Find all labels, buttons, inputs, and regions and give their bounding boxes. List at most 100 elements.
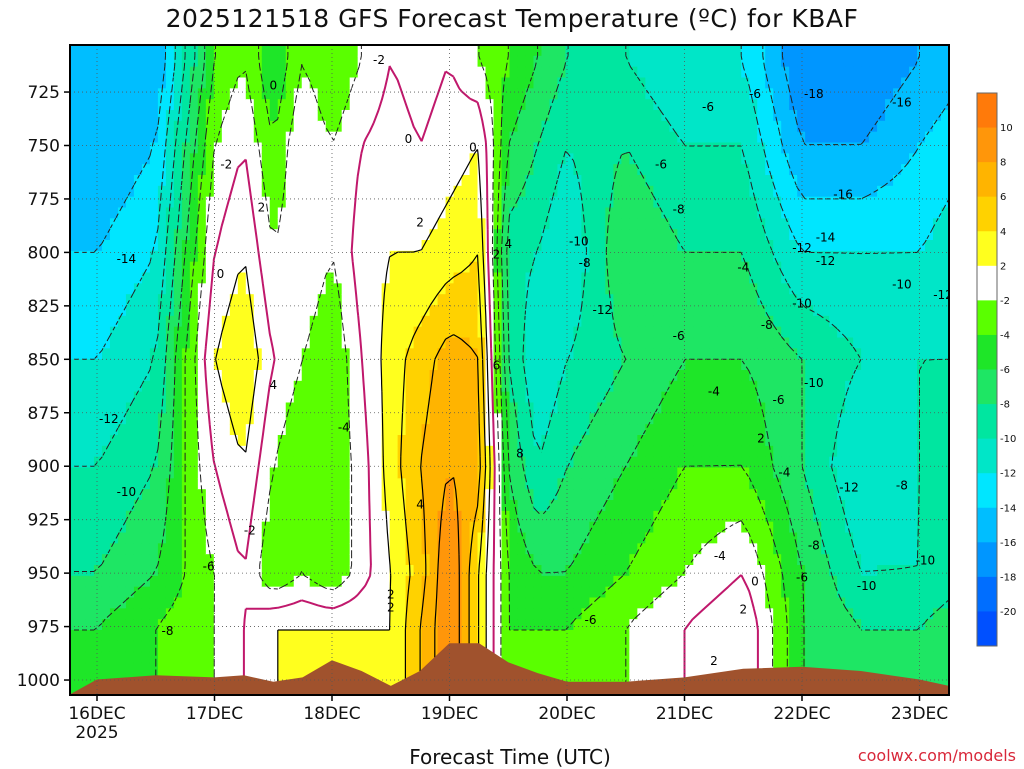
heat-cell: [181, 55, 191, 68]
heat-cell: [221, 315, 231, 328]
heat-cell: [669, 315, 678, 328]
heat-cell: [637, 283, 646, 295]
heat-cell: [517, 543, 527, 555]
heat-cell: [493, 142, 503, 154]
heat-cell: [509, 565, 519, 577]
heat-cell: [173, 185, 183, 198]
heat-cell: [621, 532, 630, 544]
heat-cell: [461, 478, 471, 490]
heat-cell: [461, 619, 471, 631]
heat-cell: [557, 391, 567, 404]
heat-cell: [445, 185, 455, 198]
heat-cell: [221, 45, 231, 57]
heat-cell: [533, 185, 543, 198]
heat-cell: [421, 131, 431, 144]
heat-cell: [581, 185, 591, 198]
heat-cell: [461, 467, 471, 479]
heat-cell: [229, 88, 239, 100]
heat-cell: [253, 175, 263, 187]
heat-cell: [589, 77, 598, 89]
heat-cell: [677, 445, 686, 458]
heat-cell: [349, 489, 359, 501]
heat-cell: [605, 532, 614, 544]
heat-cell: [685, 456, 694, 469]
heat-cell: [181, 435, 191, 447]
heat-cell: [453, 348, 463, 360]
heat-cell: [197, 391, 207, 404]
heat-cell: [149, 153, 159, 165]
heat-cell: [93, 294, 103, 306]
heat-cell: [453, 445, 463, 458]
heat-cell: [453, 326, 463, 339]
heat-cell: [413, 88, 423, 100]
heat-cell: [589, 337, 598, 349]
heat-cell: [693, 272, 702, 284]
heat-cell: [141, 207, 151, 219]
heat-cell: [613, 619, 622, 631]
heat-cell: [429, 391, 439, 404]
heat-cell: [597, 77, 606, 89]
heat-cell: [557, 445, 567, 458]
heat-cell: [373, 467, 383, 479]
heat-cell: [653, 608, 662, 620]
heat-cell: [165, 391, 175, 404]
heat-cell: [509, 445, 519, 458]
heat-cell: [173, 66, 183, 79]
heat-cell: [237, 337, 247, 349]
heat-cell: [573, 45, 583, 57]
heat-cell: [733, 120, 742, 133]
heat-cell: [213, 391, 223, 404]
heat-cell: [565, 543, 575, 555]
heat-cell: [269, 478, 279, 490]
heat-cell: [293, 337, 303, 349]
heat-cell: [581, 305, 591, 317]
heat-cell: [653, 250, 662, 263]
heat-cell: [493, 66, 503, 79]
heat-cell: [253, 55, 263, 68]
heat-cell: [85, 359, 95, 371]
heat-cell: [397, 370, 407, 382]
heat-cell: [141, 110, 151, 122]
heat-cell: [653, 489, 662, 501]
heat-cell: [453, 424, 463, 436]
heat-cell: [725, 45, 734, 57]
heat-cell: [453, 456, 463, 469]
heat-cell: [677, 532, 686, 544]
heat-cell: [613, 478, 622, 490]
heat-cell: [589, 315, 598, 328]
heat-cell: [453, 294, 463, 306]
heat-cell: [637, 175, 646, 187]
heat-cell: [421, 478, 431, 490]
heat-cell: [645, 207, 654, 219]
heat-cell: [493, 532, 503, 544]
heat-cell: [277, 88, 287, 100]
heat-cell: [685, 575, 694, 588]
heat-cell: [485, 608, 495, 620]
heat-cell: [189, 370, 199, 382]
heat-cell: [517, 294, 527, 306]
heat-cell: [493, 435, 503, 447]
heat-cell: [717, 413, 726, 425]
heat-cell: [629, 261, 638, 274]
heat-cell: [229, 370, 239, 382]
heat-cell: [453, 586, 463, 599]
heat-cell: [485, 413, 495, 425]
heat-cell: [317, 619, 327, 631]
heat-cell: [269, 597, 279, 609]
heat-cell: [165, 651, 175, 664]
heat-cell: [213, 532, 223, 544]
heat-cell: [197, 131, 207, 144]
heat-cell: [405, 445, 415, 458]
heat-cell: [165, 521, 175, 534]
heat-cell: [181, 662, 191, 674]
heat-cell: [237, 651, 247, 664]
heat-cell: [213, 651, 223, 664]
heat-cell: [677, 99, 686, 111]
heat-cell: [517, 110, 527, 122]
heat-cell: [541, 532, 551, 544]
heat-cell: [341, 283, 351, 295]
heat-cell: [597, 478, 606, 490]
heat-cell: [645, 619, 654, 631]
heat-cell: [477, 391, 487, 404]
heat-cell: [621, 565, 630, 577]
